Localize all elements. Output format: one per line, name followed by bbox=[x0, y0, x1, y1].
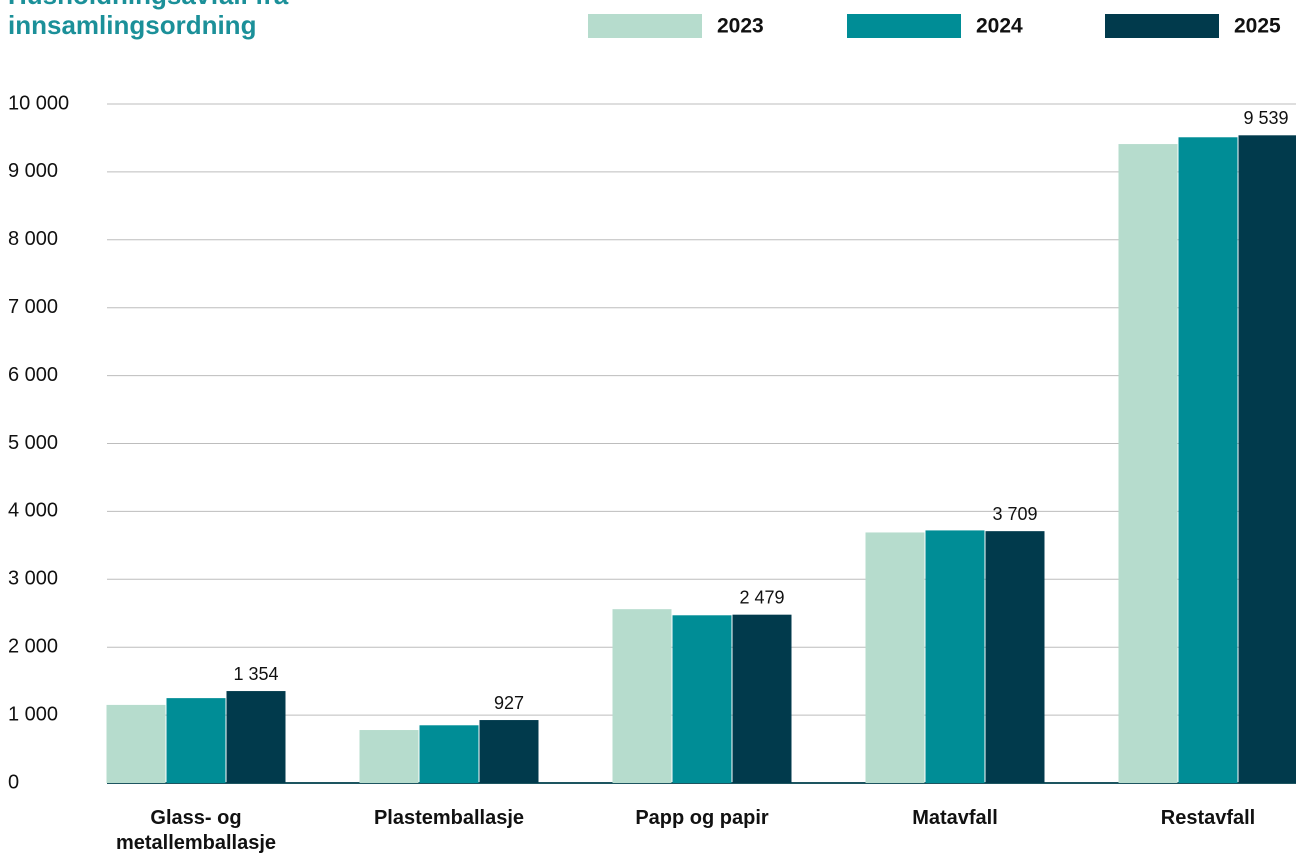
y-tick-label: 2 000 bbox=[8, 635, 58, 657]
data-label: 3 709 bbox=[992, 504, 1037, 524]
x-tick-label: Papp og papir bbox=[635, 807, 769, 829]
y-tick-label: 9 000 bbox=[8, 160, 58, 182]
y-tick-label: 5 000 bbox=[8, 432, 58, 454]
y-tick-label: 3 000 bbox=[8, 568, 58, 590]
bar bbox=[106, 704, 166, 783]
bar bbox=[226, 691, 286, 783]
legend-swatch bbox=[1105, 14, 1219, 38]
x-tick-label: Glass- og metallemballasje bbox=[115, 807, 277, 854]
y-tick-label: 10 000 bbox=[8, 92, 69, 114]
y-tick-label: 4 000 bbox=[8, 500, 58, 522]
legend-label: 2024 bbox=[976, 15, 1023, 38]
bar bbox=[359, 730, 419, 783]
y-tick-label: 0 bbox=[8, 771, 19, 793]
legend-swatch bbox=[847, 14, 961, 38]
bar bbox=[732, 614, 792, 783]
bar bbox=[479, 720, 539, 783]
bar bbox=[1178, 137, 1238, 783]
y-tick-label: 1 000 bbox=[8, 703, 58, 725]
y-tick-label: 6 000 bbox=[8, 364, 58, 386]
bar bbox=[1118, 144, 1178, 783]
bar bbox=[419, 725, 479, 783]
legend-label: 2023 bbox=[717, 15, 764, 38]
y-tick-label: 7 000 bbox=[8, 296, 58, 318]
bar bbox=[166, 698, 226, 783]
x-tick-label: Matavfall bbox=[912, 807, 998, 829]
bar bbox=[672, 615, 732, 783]
legend-label: 2025 bbox=[1234, 15, 1281, 38]
bar bbox=[925, 530, 985, 783]
data-label: 2 479 bbox=[739, 587, 784, 607]
x-tick-label: Restavfall bbox=[1160, 807, 1256, 829]
bar bbox=[865, 532, 925, 783]
bar bbox=[612, 609, 672, 783]
bar bbox=[1238, 135, 1296, 784]
bar bbox=[985, 531, 1045, 783]
data-label: 1 354 bbox=[233, 664, 278, 684]
y-tick-label: 8 000 bbox=[8, 228, 58, 250]
data-label: 927 bbox=[494, 693, 524, 713]
legend-swatch bbox=[588, 14, 702, 38]
x-tick-label: Plastemballasje bbox=[373, 807, 525, 829]
data-label: 9 539 bbox=[1243, 108, 1288, 128]
chart-title: Husholdningsavfall fra innsamlingsordnin… bbox=[8, 0, 288, 40]
